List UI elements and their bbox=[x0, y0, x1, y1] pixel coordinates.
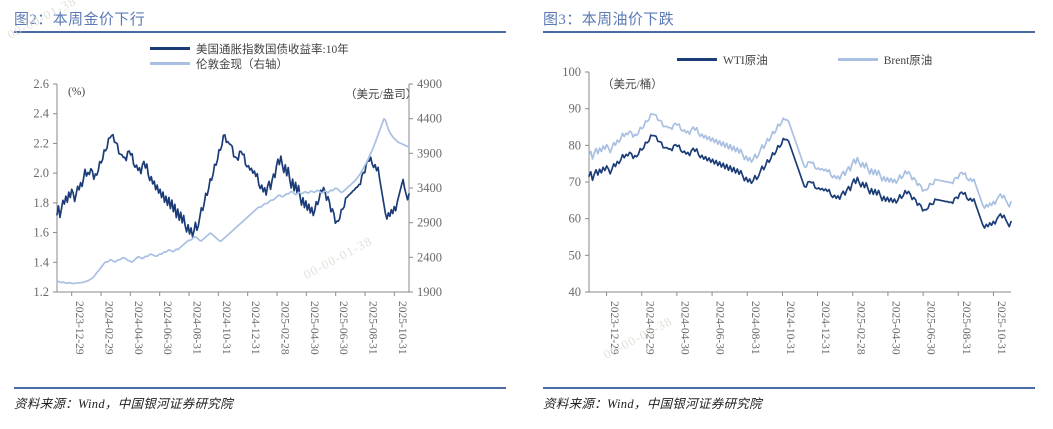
svg-text:2024-06-30: 2024-06-30 bbox=[161, 301, 173, 355]
svg-text:3400: 3400 bbox=[417, 181, 442, 195]
svg-text:2024-10-31: 2024-10-31 bbox=[784, 301, 796, 355]
legend-item: 伦敦金现（右轴） bbox=[150, 56, 349, 71]
svg-text:2023-12-29: 2023-12-29 bbox=[73, 301, 85, 355]
svg-text:1.6: 1.6 bbox=[33, 226, 49, 240]
svg-text:1.2: 1.2 bbox=[33, 285, 49, 299]
legend-label-tips: 美国通胀指数国债收益率:10年 bbox=[196, 43, 349, 56]
svg-text:50: 50 bbox=[569, 248, 582, 262]
svg-text:70: 70 bbox=[569, 175, 582, 189]
figure-3-title: 图3：本周油价下跌 bbox=[543, 12, 675, 28]
figure-2-foot-rule bbox=[14, 387, 506, 389]
svg-text:2024-10-31: 2024-10-31 bbox=[220, 301, 232, 355]
legend-item: WTI原油 Brent原油 bbox=[677, 52, 932, 67]
figure-3-source: 资料来源：Wind，中国银河证券研究院 bbox=[543, 397, 762, 411]
legend-swatch-gold bbox=[150, 61, 190, 66]
svg-text:4900: 4900 bbox=[417, 77, 442, 91]
svg-text:2024-12-31: 2024-12-31 bbox=[249, 301, 261, 355]
svg-text:2024-02-29: 2024-02-29 bbox=[643, 301, 655, 355]
figure-3-legend: WTI原油 Brent原油 bbox=[677, 52, 932, 67]
svg-text:80: 80 bbox=[569, 138, 582, 152]
svg-text:2025-02-28: 2025-02-28 bbox=[279, 301, 291, 355]
figure-2-title: 图2：本周金价下行 bbox=[14, 12, 146, 28]
svg-text:1900: 1900 bbox=[417, 285, 442, 299]
svg-text:1.4: 1.4 bbox=[33, 255, 49, 269]
legend-label-wti: WTI原油 bbox=[723, 54, 768, 67]
svg-text:2023-12-29: 2023-12-29 bbox=[608, 301, 620, 355]
svg-text:2025-08-31: 2025-08-31 bbox=[960, 301, 972, 355]
svg-text:2025-06-30: 2025-06-30 bbox=[337, 301, 349, 355]
svg-text:3900: 3900 bbox=[417, 146, 442, 160]
svg-text:2024-08-31: 2024-08-31 bbox=[749, 301, 761, 355]
legend-swatch-wti bbox=[677, 57, 717, 62]
svg-text:2.4: 2.4 bbox=[33, 107, 49, 121]
figure-2-panel: 图2：本周金价下行 美国通胀指数国债收益率:10年 伦敦金现（右轴） (%) （… bbox=[0, 0, 520, 429]
svg-text:2024-04-30: 2024-04-30 bbox=[678, 301, 690, 355]
svg-text:2024-12-31: 2024-12-31 bbox=[819, 301, 831, 355]
figure-2-left-unit: (%) bbox=[68, 86, 86, 98]
svg-text:90: 90 bbox=[569, 102, 582, 116]
svg-text:2025-08-31: 2025-08-31 bbox=[367, 301, 379, 355]
svg-text:2025-10-31: 2025-10-31 bbox=[396, 301, 408, 355]
figure-3-foot-rule bbox=[543, 387, 1035, 389]
figure-3-title-rule bbox=[543, 31, 1035, 33]
svg-text:2025-04-30: 2025-04-30 bbox=[889, 301, 901, 355]
figure-3-left-unit: （美元/桶） bbox=[602, 79, 663, 91]
legend-item: 美国通胀指数国债收益率:10年 bbox=[150, 41, 349, 56]
svg-text:40: 40 bbox=[569, 285, 582, 299]
svg-text:1.8: 1.8 bbox=[33, 196, 49, 210]
svg-text:2400: 2400 bbox=[417, 250, 442, 264]
figure-3-panel: 图3：本周油价下跌 WTI原油 Brent原油 （美元/桶） 40 50 60 70 8… bbox=[529, 0, 1049, 429]
oil-chart: 40 50 60 70 80 90 100 2023-12-29 2024-02-29 2024-… bbox=[529, 0, 1049, 429]
legend-label-gold: 伦敦金现（右轴） bbox=[196, 58, 288, 71]
svg-text:2.2: 2.2 bbox=[33, 136, 49, 150]
svg-text:2025-10-31: 2025-10-31 bbox=[995, 301, 1007, 355]
svg-text:2900: 2900 bbox=[417, 216, 442, 230]
svg-text:100: 100 bbox=[562, 65, 581, 79]
svg-text:2025-02-28: 2025-02-28 bbox=[854, 301, 866, 355]
svg-text:2.6: 2.6 bbox=[33, 77, 49, 91]
figure-2-right-unit: （美元/盎司） bbox=[345, 89, 418, 101]
svg-text:4400: 4400 bbox=[417, 112, 442, 126]
figure-2-legend: 美国通胀指数国债收益率:10年 伦敦金现（右轴） bbox=[150, 41, 349, 71]
svg-text:2025-06-30: 2025-06-30 bbox=[925, 301, 937, 355]
legend-swatch-tips bbox=[150, 46, 190, 51]
svg-text:2.0: 2.0 bbox=[33, 166, 49, 180]
figure-2-source: 资料来源：Wind，中国银河证券研究院 bbox=[14, 397, 233, 411]
legend-label-brent: Brent原油 bbox=[883, 54, 933, 67]
svg-text:2024-02-29: 2024-02-29 bbox=[103, 301, 115, 355]
svg-text:60: 60 bbox=[569, 212, 582, 226]
legend-swatch-brent bbox=[837, 57, 878, 62]
gold-chart: 1.2 1.4 1.6 1.8 2.0 2.2 2.4 2.6 1900 2400 2900 3400… bbox=[0, 0, 520, 429]
svg-text:2024-06-30: 2024-06-30 bbox=[714, 301, 726, 355]
svg-text:2024-08-31: 2024-08-31 bbox=[191, 301, 203, 355]
figure-2-title-rule bbox=[14, 31, 506, 33]
svg-text:2024-04-30: 2024-04-30 bbox=[132, 301, 144, 355]
svg-text:2025-04-30: 2025-04-30 bbox=[308, 301, 320, 355]
